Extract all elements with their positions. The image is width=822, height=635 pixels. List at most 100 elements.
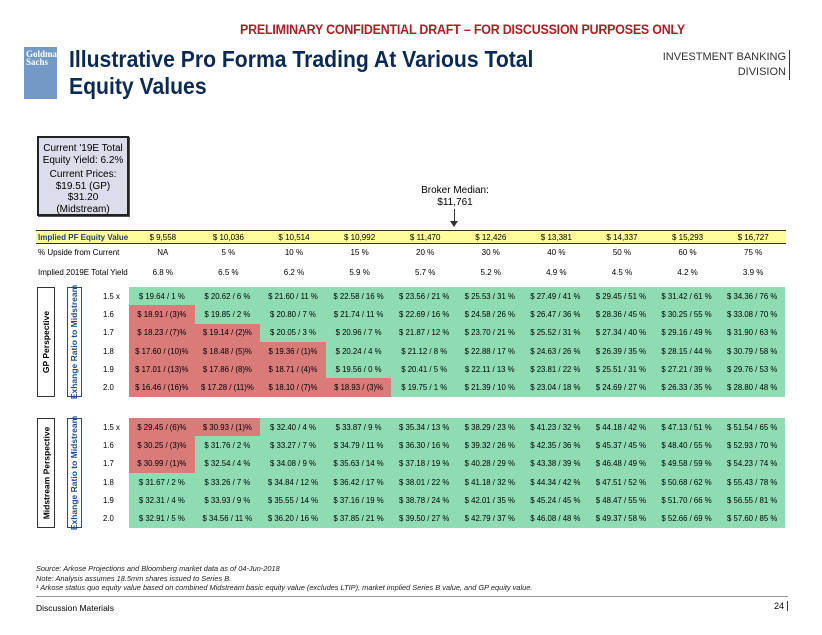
grid-row: 1.5 x $ 29.45 / (6)% $ 30.93 / (1)% $ 32.40… <box>96 418 786 437</box>
summary-cell: 4.2 % <box>677 267 698 277</box>
grid-cell: $ 24.58 / 26 % <box>456 305 523 324</box>
broker-value: $11,761 <box>437 197 473 208</box>
grid-cell: $ 34.08 / 9 % <box>260 454 326 473</box>
grid-row: 1.6 $ 18.91 / (3)% $ 19.85 / 2 % $ 20.80 / … <box>96 305 786 324</box>
grid-cell: $ 16.46 / (16)% <box>129 378 195 397</box>
summary-cell: 5.7 % <box>414 267 436 277</box>
grid-cell: $ 38.78 / 24 % <box>391 491 457 510</box>
analysis-note: Note: Analysis assumes 18.5mm shares iss… <box>36 573 232 583</box>
summary-cell: 4.9 % <box>546 267 567 277</box>
grid-cell: $ 32.54 / 4 % <box>194 454 261 473</box>
grid-cell: $ 27.34 / 40 % <box>588 323 654 342</box>
grid-row: 1.8 $ 31.67 / 2 % $ 33.26 / 7 % $ 34.84 / 1… <box>96 472 786 492</box>
grid-cell: $ 22.69 / 16 % <box>391 305 457 324</box>
grid-cell: $ 35.63 / 14 % <box>325 454 392 473</box>
arrow-head-icon <box>450 221 458 227</box>
grid-cell: $ 23.81 / 22 % <box>522 360 589 379</box>
grid-cell: $ 42.79 / 37 % <box>456 509 523 528</box>
grid-cell: $ 19.64 / 1 % <box>129 287 195 306</box>
grid-cell: $ 31.67 / 2 % <box>129 472 195 492</box>
grid-cell: $ 20.62 / 6 % <box>194 287 261 306</box>
grid-cell: $ 22.11 / 13 % <box>456 360 523 379</box>
current-line-1: Current '19E Total <box>43 143 123 154</box>
grid-cell: $ 49.37 / 58 % <box>588 509 654 528</box>
gp-sensitivity-grid: 1.5 x $ 19.64 / 1 % $ 20.62 / 6 % $ 21.60 /… <box>96 287 786 397</box>
ratio-label: 1.9 <box>103 364 114 374</box>
grid-cell: $ 20.80 / 7 % <box>260 305 326 324</box>
grid-cell: $ 37.85 / 21 % <box>325 509 392 528</box>
ratio-label: 1.5 x <box>103 422 120 432</box>
grid-cell: $ 29.45 / (6)% <box>129 418 195 437</box>
grid-cell: $ 55.43 / 78 % <box>719 472 785 492</box>
grid-cell: $ 46.48 / 49 % <box>588 454 654 473</box>
gp-perspective-text: GP Perspective <box>41 310 51 374</box>
grid-cell: $ 31.76 / 2 % <box>194 436 261 455</box>
grid-cell: $ 51.54 / 65 % <box>719 418 785 437</box>
grid-cell: $ 44.34 / 42 % <box>522 472 589 492</box>
grid-cell: $ 29.76 / 53 % <box>719 360 785 379</box>
grid-cell: $ 39.32 / 26 % <box>456 436 523 455</box>
grid-cell: $ 46.08 / 48 % <box>522 509 589 528</box>
summary-cell: 5.9 % <box>349 267 370 277</box>
grid-cell: $ 27.49 / 41 % <box>522 287 589 306</box>
grid-cell: $ 34.84 / 12 % <box>260 472 326 492</box>
grid-cell: $ 44.18 / 42 % <box>588 418 654 437</box>
division-line-1: INVESTMENT BANKING <box>662 51 786 63</box>
grid-row: 1.5 x $ 19.64 / 1 % $ 20.62 / 6 % $ 21.60 /… <box>96 287 786 306</box>
grid-cell: $ 31.42 / 61 % <box>653 287 720 306</box>
grid-cell: $ 30.99 / (1)% <box>129 454 195 473</box>
grid-cell: $ 21.12 / 8 % <box>391 341 457 361</box>
grid-cell: $ 32.40 / 4 % <box>260 418 326 437</box>
grid-cell: $ 38.29 / 23 % <box>456 418 523 437</box>
grid-cell: $ 48.47 / 55 % <box>588 491 654 510</box>
grid-row: 1.8 $ 17.60 / (10)% $ 18.48 / (5)% $ 19.36 … <box>96 341 786 361</box>
grid-cell: $ 28.36 / 45 % <box>588 305 654 324</box>
grid-cell: $ 39.50 / 27 % <box>391 509 457 528</box>
division-line-2: DIVISION <box>737 66 786 78</box>
grid-cell: $ 43.38 / 39 % <box>522 454 589 473</box>
grid-cell: $ 19.36 / (1)% <box>260 341 326 361</box>
grid-cell: $ 30.25 / 55 % <box>653 305 720 324</box>
grid-cell: $ 17.28 / (11)% <box>194 378 261 397</box>
grid-cell: $ 33.93 / 9 % <box>194 491 261 510</box>
source-note: Source: Arkose Projections and Bloomberg… <box>36 564 280 573</box>
ratio-label: 1.8 <box>103 477 114 487</box>
grid-cell: $ 30.25 / (3)% <box>129 436 195 455</box>
grid-cell: $ 29.45 / 51 % <box>588 287 654 306</box>
current-line-5: $31.20 <box>67 192 99 203</box>
grid-cell: $ 57.60 / 85 % <box>719 509 785 528</box>
row-label: Implied PF Equity Value <box>38 232 129 242</box>
notes: Source: Arkose Projections and Bloomberg… <box>36 564 532 593</box>
current-yield-box: Current '19E Total Equity Yield: 6.2% Cu… <box>37 136 129 216</box>
grid-cell: $ 35.55 / 14 % <box>260 491 326 510</box>
grid-cell: $ 33.08 / 70 % <box>719 305 785 324</box>
summary-cell: 75 % <box>744 247 763 257</box>
summary-cell: $ 12,426 <box>475 232 507 242</box>
summary-cell: $ 10,514 <box>278 232 310 242</box>
summary-cell: $ 10,992 <box>344 232 376 242</box>
grid-cell: $ 19.85 / 2 % <box>194 305 261 324</box>
yield-row: Implied 2019E Total Yield 6.8 % 6.5 % 6.2 %… <box>36 265 786 279</box>
grid-cell: $ 42.35 / 36 % <box>522 436 589 455</box>
ratio-label: 1.6 <box>103 309 114 319</box>
grid-cell: $ 54.23 / 74 % <box>719 454 785 473</box>
grid-cell: $ 34.79 / 11 % <box>325 436 392 455</box>
summary-cell: $ 14,337 <box>606 232 638 242</box>
footer-label: Discussion Materials <box>36 603 114 613</box>
arrow-down-icon <box>454 209 455 223</box>
grid-cell: $ 18.48 / (5)% <box>194 341 261 361</box>
summary-cell: $ 15,293 <box>671 232 704 242</box>
summary-cell: $ 13,381 <box>540 232 572 242</box>
footer-divider <box>36 596 788 597</box>
ratio-label: 1.6 <box>103 440 114 450</box>
grid-cell: $ 17.86 / (8)% <box>194 360 261 379</box>
grid-cell: $ 29.16 / 49 % <box>653 323 720 342</box>
midstream-perspective-label: Midstream Perspective <box>37 418 55 528</box>
ratio-label: 1.8 <box>103 346 114 356</box>
summary-cell: 30 % <box>481 247 500 257</box>
grid-cell: $ 18.10 / (7)% <box>260 378 326 397</box>
summary-cell: $ 10,036 <box>212 232 244 242</box>
grid-cell: $ 18.93 / (3)% <box>325 378 392 397</box>
division-label: INVESTMENT BANKING DIVISION <box>620 50 790 80</box>
grid-row: 2.0 $ 32.91 / 5 % $ 34.56 / 11 % $ 36.20 / … <box>96 509 786 528</box>
